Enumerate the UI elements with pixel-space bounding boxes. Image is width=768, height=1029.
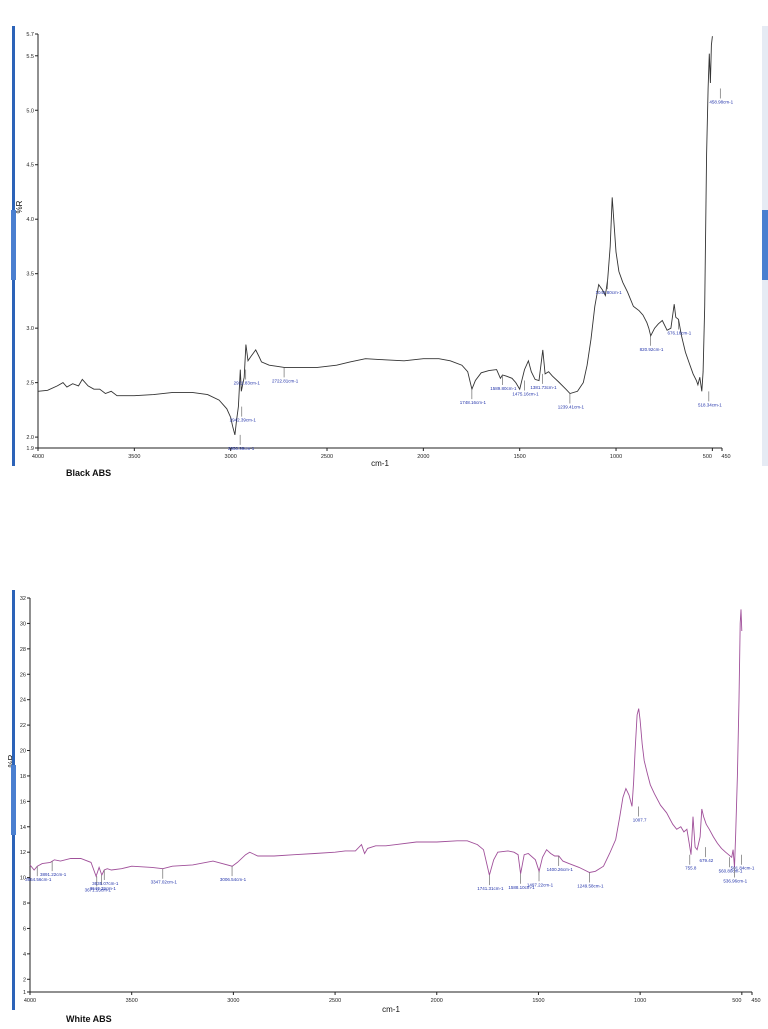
peak-label: 755.8: [685, 866, 697, 871]
x-tick-label: 3500: [126, 998, 138, 1004]
x-tick-label: 3000: [225, 454, 237, 460]
peak-label: 1381.73cm-1: [530, 385, 557, 390]
peak-label: 2921.83cm-1: [234, 381, 261, 386]
left-splitter-handle[interactable]: [11, 210, 16, 280]
y-tick-label: 2.0: [26, 435, 34, 441]
y-tick-label: 18: [20, 774, 26, 780]
peak-label: 458.98cm-1: [709, 99, 733, 104]
spectrum-line: [37, 36, 713, 436]
peak-label: 1588.10cm-1: [508, 885, 535, 890]
y-tick-label: 22: [20, 723, 26, 729]
x-tick-label: 2500: [329, 998, 341, 1004]
x-tick-label: 500: [732, 998, 741, 1004]
y-tick-label: 4: [23, 952, 26, 958]
chart-caption: White ABS: [66, 1014, 112, 1024]
y-axis-label: %R: [7, 754, 16, 767]
spectrum-line: [29, 609, 743, 878]
peak-label: 560.80cm-1: [719, 868, 743, 873]
peak-label: 3671.55cm-1: [85, 887, 112, 892]
peak-label: 1400.26cm-1: [547, 867, 574, 872]
y-tick-label: 6: [23, 926, 26, 932]
y-tick-label: 14: [20, 825, 26, 831]
x-tick-label: 3500: [128, 454, 140, 460]
black-abs-spectrum-chart: 1.9 2.0 2.5 3.0 3.5 4.0 4.5 5.0 5.5 5.7 4000 3500 30…: [15, 32, 734, 468]
peak-label: 501.84cm-1: [731, 866, 755, 871]
peak-label: 1043.80cm-1: [595, 290, 622, 295]
x-tick-label: 2000: [431, 998, 443, 1004]
peak-label: 3006.54cm-1: [220, 877, 247, 882]
x-tick-label: 1500: [532, 998, 544, 1004]
x-tick-label: 1000: [610, 454, 622, 460]
y-tick-label: 20: [20, 749, 26, 755]
y-tick-label: 12: [20, 850, 26, 856]
peak-label: 679.42: [699, 858, 713, 863]
peak-label: 1239.41cm-1: [558, 405, 585, 410]
peak-label: 3647.39cm-1: [90, 886, 117, 891]
y-tick-label: 5.7: [26, 32, 34, 38]
x-tick-label: 1000: [634, 998, 646, 1004]
peak-label: 2950.99cm-1: [228, 446, 255, 451]
x-tick-label: 450: [751, 998, 760, 1004]
peak-label: 1748.16cm-1: [460, 400, 487, 405]
y-tick-label: 2: [23, 977, 26, 983]
peak-label: 1249.58cm-1: [577, 884, 604, 889]
y-tick-label: 8: [23, 901, 26, 907]
y-axis-label: %R: [15, 200, 24, 213]
peak-label: 2942.39cm-1: [230, 418, 257, 423]
y-tick-label: 10: [20, 876, 26, 882]
y-tick-label: 26: [20, 672, 26, 678]
x-tick-label: 1500: [514, 454, 526, 460]
y-tick-label: 32: [20, 596, 26, 602]
peak-label: 1741.31cm-1: [477, 886, 504, 891]
spectrum-panel-white-abs: 1 2 4 6 8 10 12 14 16 18 20 22 24 26 28 30 32 4000 3500 300…: [0, 580, 768, 1024]
y-tick-label: 28: [20, 647, 26, 653]
x-tick-label: 4000: [24, 998, 36, 1004]
x-tick-label: 2000: [417, 454, 429, 460]
peak-label: 1475.16cm-1: [512, 391, 539, 396]
x-tick-label: 450: [721, 454, 730, 460]
y-tick-label: 1.9: [26, 446, 34, 452]
y-tick-label: 4.5: [26, 163, 34, 169]
peak-label: 3964.56cm-1: [25, 877, 52, 882]
y-tick-label: 1: [23, 990, 26, 996]
peak-label: 3347.02cm-1: [151, 880, 178, 885]
right-splitter-handle[interactable]: [762, 210, 768, 280]
x-tick-label: 3000: [227, 998, 239, 1004]
left-splitter-handle[interactable]: [11, 765, 16, 835]
y-tick-label: 3.0: [26, 326, 34, 332]
y-tick-label: 5.5: [26, 54, 34, 60]
peak-label: 1497.22cm-1: [527, 882, 554, 887]
x-tick-label: 500: [703, 454, 712, 460]
peak-label: 518.34cm-1: [698, 402, 722, 407]
peak-label: 536.96cm-1: [723, 878, 747, 883]
peak-label: 676.16cm-1: [668, 330, 692, 335]
y-tick-label: 24: [20, 698, 26, 704]
x-tick-label: 4000: [32, 454, 44, 460]
y-tick-label: 5.0: [26, 108, 34, 114]
y-tick-label: 4.0: [26, 217, 34, 223]
peak-label: 2722.81cm-1: [272, 378, 299, 383]
y-tick-label: 2.5: [26, 381, 34, 387]
peak-label: 1589.80cm-1: [490, 386, 517, 391]
y-tick-label: 16: [20, 799, 26, 805]
spectrum-panel-black-abs: 1.9 2.0 2.5 3.0 3.5 4.0 4.5 5.0 5.5 5.7 4000 3500 30…: [0, 0, 768, 490]
peak-label: 3635.07cm-1: [92, 881, 119, 886]
x-axis-label: cm-1: [371, 459, 389, 468]
y-tick-label: 3.5: [26, 272, 34, 278]
x-axis-label: cm-1: [382, 1005, 400, 1014]
y-tick-label: 30: [20, 621, 26, 627]
chart-caption: Black ABS: [66, 468, 112, 478]
peak-label: 1007.7: [633, 817, 647, 822]
x-tick-label: 2500: [321, 454, 333, 460]
peak-label: 820.92cm-1: [640, 347, 664, 352]
peak-label: 3891.22cm-1: [40, 872, 67, 877]
